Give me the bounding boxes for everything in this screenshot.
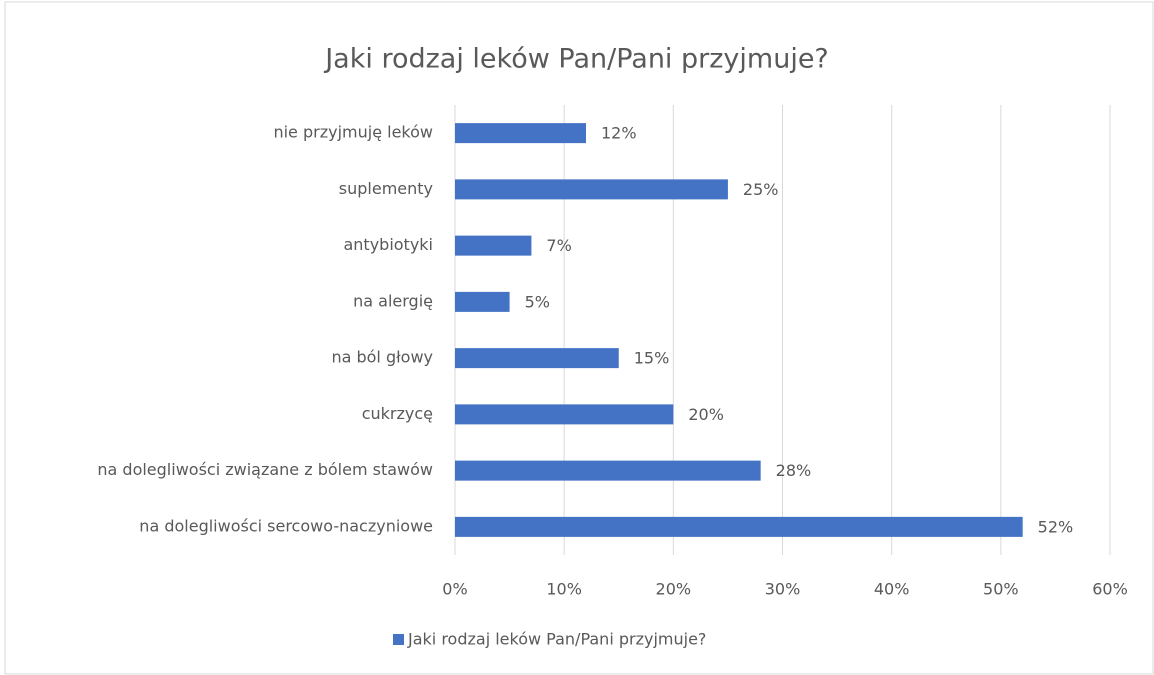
- data-label: 20%: [688, 405, 724, 424]
- bar: [455, 460, 761, 481]
- y-tick-label: suplementy: [339, 179, 433, 198]
- bar: [455, 179, 728, 200]
- data-label: 12%: [601, 124, 637, 143]
- x-tick-label: 30%: [765, 580, 801, 599]
- y-tick-label: na dolegliwości związane z bólem stawów: [97, 460, 433, 479]
- y-tick-label: na dolegliwości sercowo-naczyniowe: [139, 516, 433, 535]
- data-label: 5%: [525, 292, 550, 311]
- legend-swatch: [393, 634, 404, 645]
- bar: [455, 516, 1023, 537]
- data-label: 28%: [776, 461, 812, 480]
- x-tick-label: 0%: [442, 580, 467, 599]
- x-tick-label: 20%: [656, 580, 692, 599]
- bar: [455, 291, 510, 312]
- x-tick-label: 10%: [546, 580, 582, 599]
- data-label: 25%: [743, 180, 779, 199]
- bar: [455, 235, 532, 256]
- bar: [455, 404, 674, 425]
- data-label: 7%: [546, 236, 571, 255]
- y-tick-label: cukrzycę: [362, 404, 433, 423]
- chart-title: Jaki rodzaj leków Pan/Pani przyjmuje?: [323, 44, 829, 75]
- x-tick-label: 60%: [1092, 580, 1128, 599]
- bar: [455, 123, 586, 144]
- y-tick-label: nie przyjmuję leków: [273, 123, 433, 142]
- y-tick-label: na ból głowy: [331, 348, 433, 367]
- y-tick-label: na alergię: [353, 291, 433, 310]
- legend-label: Jaki rodzaj leków Pan/Pani przyjmuje?: [407, 630, 706, 649]
- bar: [455, 348, 619, 369]
- chart-frame: [4, 1, 1154, 675]
- x-tick-label: 50%: [983, 580, 1019, 599]
- data-label: 15%: [634, 349, 670, 368]
- x-tick-label: 40%: [874, 580, 910, 599]
- data-label: 52%: [1038, 517, 1074, 536]
- y-tick-label: antybiotyki: [343, 235, 433, 254]
